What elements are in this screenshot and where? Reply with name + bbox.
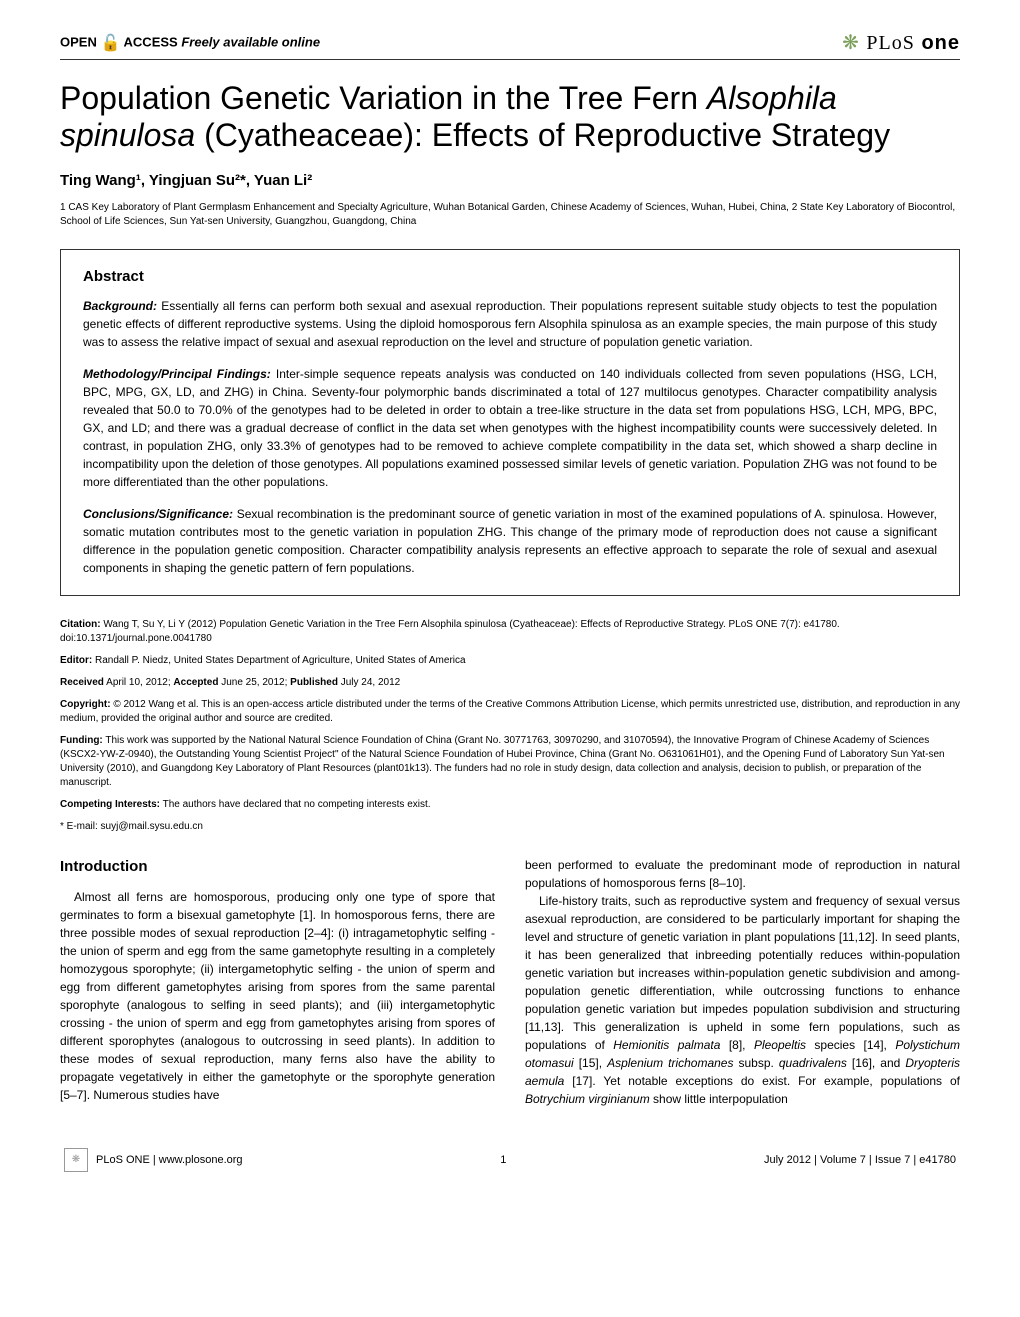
footer-left: ❋ PLoS ONE | www.plosone.org (64, 1148, 243, 1172)
background-text: Essentially all ferns can perform both s… (83, 299, 937, 349)
open-text: OPEN (60, 34, 97, 49)
article-title: Population Genetic Variation in the Tree… (60, 80, 960, 154)
abstract-box: Abstract Background: Essentially all fer… (60, 249, 960, 596)
col2-para2: Life-history traits, such as reproductiv… (525, 892, 960, 1108)
copyright: Copyright: © 2012 Wang et al. This is an… (60, 698, 960, 726)
abstract-heading: Abstract (83, 268, 937, 285)
column-right: been performed to evaluate the predomina… (525, 856, 960, 1108)
accepted-label: Accepted (173, 677, 218, 688)
conclusions-label: Conclusions/Significance: (83, 507, 233, 521)
title-part1: Population Genetic Variation in the Tree… (60, 80, 707, 116)
published-text: July 24, 2012 (338, 677, 400, 688)
footer-issue: July 2012 | Volume 7 | Issue 7 | e41780 (764, 1154, 956, 1166)
citation: Citation: Wang T, Su Y, Li Y (2012) Popu… (60, 618, 960, 646)
footer: ❋ PLoS ONE | www.plosone.org 1 July 2012… (60, 1148, 960, 1172)
received-text: April 10, 2012; (104, 677, 174, 688)
competing-text: The authors have declared that no compet… (160, 799, 431, 810)
published-label: Published (290, 677, 338, 688)
freely-text: Freely available online (181, 34, 320, 49)
access-text: ACCESS (124, 34, 178, 49)
methods-label: Methodology/Principal Findings: (83, 367, 271, 381)
title-part2: (Cyatheaceae): Effects of Reproductive S… (195, 117, 890, 153)
accepted-text: June 25, 2012; (218, 677, 290, 688)
open-access-label: OPEN 🔓 ACCESS Freely available online (60, 33, 320, 53)
footer-logo-icon: ❋ (64, 1148, 88, 1172)
affiliations: 1 CAS Key Laboratory of Plant Germplasm … (60, 201, 960, 229)
citation-label: Citation: (60, 619, 101, 630)
funding-label: Funding: (60, 735, 103, 746)
column-left: Introduction Almost all ferns are homosp… (60, 856, 495, 1108)
background-label: Background: (83, 299, 157, 313)
copyright-label: Copyright: (60, 699, 111, 710)
one-text: one (921, 32, 960, 54)
lock-icon: 🔓 (100, 35, 120, 52)
authors: Ting Wang¹, Yingjuan Su²*, Yuan Li² (60, 172, 960, 189)
methods-text: Inter-simple sequence repeats analysis w… (83, 367, 937, 489)
competing: Competing Interests: The authors have de… (60, 798, 960, 812)
intro-heading: Introduction (60, 856, 495, 879)
editor-label: Editor: (60, 655, 92, 666)
top-bar: OPEN 🔓 ACCESS Freely available online ❋ … (60, 30, 960, 60)
editor: Editor: Randall P. Niedz, United States … (60, 654, 960, 668)
meta-block: Citation: Wang T, Su Y, Li Y (2012) Popu… (60, 618, 960, 834)
copyright-text: © 2012 Wang et al. This is an open-acces… (60, 699, 960, 724)
citation-text: Wang T, Su Y, Li Y (2012) Population Gen… (60, 619, 840, 644)
funding-text: This work was supported by the National … (60, 735, 945, 788)
received-label: Received (60, 677, 104, 688)
body-columns: Introduction Almost all ferns are homosp… (60, 856, 960, 1108)
col2-para1: been performed to evaluate the predomina… (525, 856, 960, 892)
editor-text: Randall P. Niedz, United States Departme… (92, 655, 465, 666)
email: * E-mail: suyj@mail.sysu.edu.cn (60, 820, 960, 834)
abstract-methods: Methodology/Principal Findings: Inter-si… (83, 365, 937, 491)
abstract-conclusions: Conclusions/Significance: Sexual recombi… (83, 505, 937, 577)
plos-text: PLoS (866, 32, 914, 54)
logo-glyph: ❋ (842, 32, 860, 54)
journal-logo: ❋ PLoS one (842, 30, 960, 55)
abstract-background: Background: Essentially all ferns can pe… (83, 297, 937, 351)
competing-label: Competing Interests: (60, 799, 160, 810)
footer-site: PLoS ONE | www.plosone.org (96, 1154, 243, 1166)
col1-para1: Almost all ferns are homosporous, produc… (60, 888, 495, 1104)
dates: Received April 10, 2012; Accepted June 2… (60, 676, 960, 690)
funding: Funding: This work was supported by the … (60, 734, 960, 790)
footer-page: 1 (500, 1154, 506, 1166)
